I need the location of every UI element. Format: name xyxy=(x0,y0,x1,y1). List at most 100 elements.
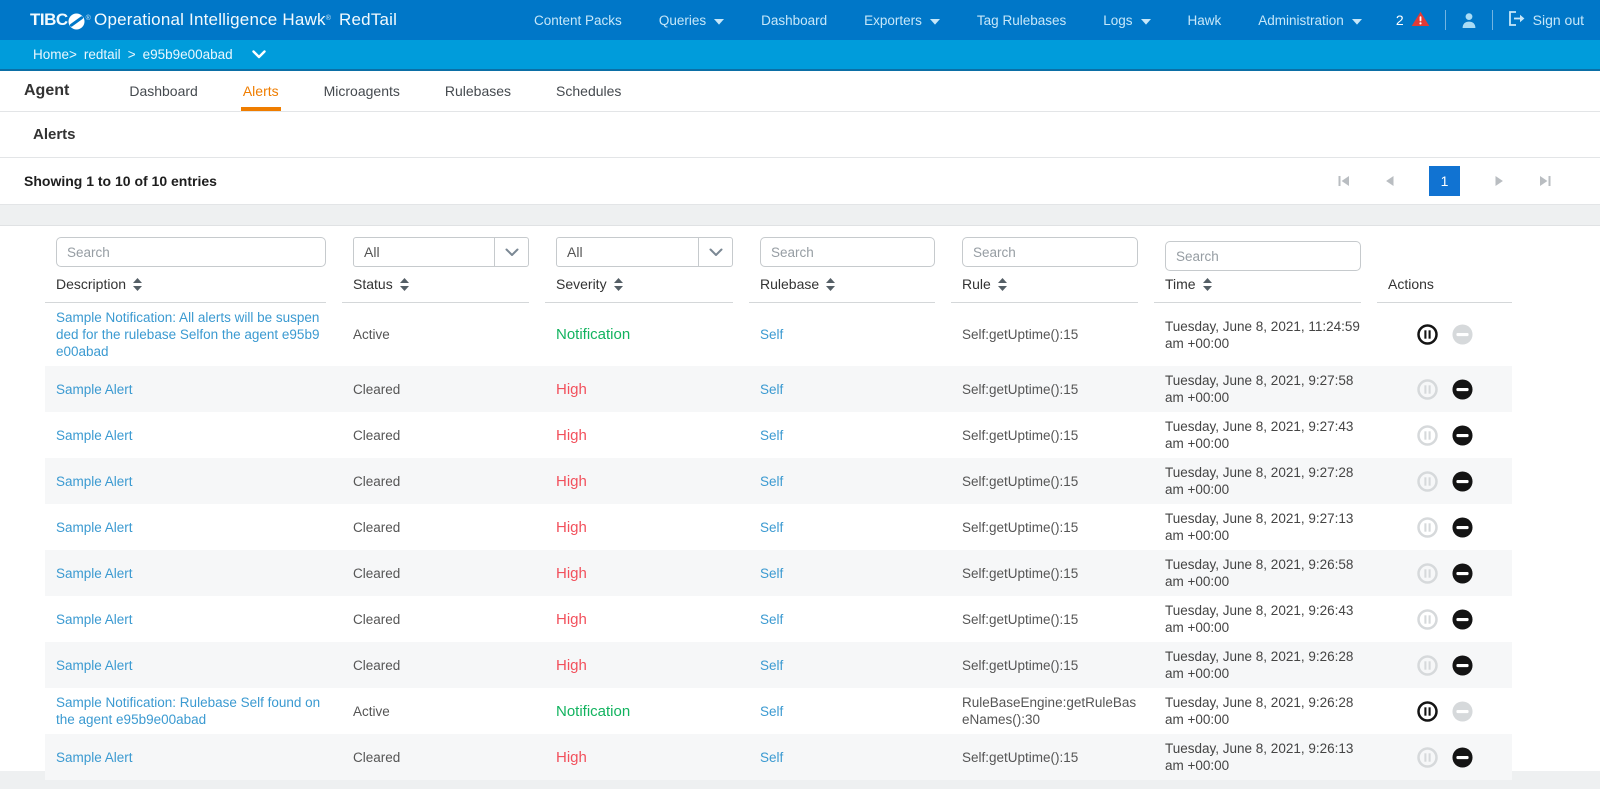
alert-severity: High xyxy=(556,749,587,766)
rulebase-search-input[interactable] xyxy=(760,237,935,267)
next-page-icon[interactable] xyxy=(1492,174,1506,188)
caret-down-icon xyxy=(1352,13,1362,28)
alert-severity: High xyxy=(556,427,587,444)
tab-schedules[interactable]: Schedules xyxy=(554,71,623,111)
rulebase-link[interactable]: Self xyxy=(760,658,783,673)
panel-title-band: Alerts xyxy=(0,112,1600,158)
clear-alert-icon[interactable] xyxy=(1451,516,1474,539)
clear-alert-icon[interactable] xyxy=(1451,654,1474,677)
section-label: Agent xyxy=(24,71,69,111)
alert-description-link[interactable]: Sample Alert xyxy=(56,566,133,581)
prev-page-icon[interactable] xyxy=(1383,174,1397,188)
alert-description-link[interactable]: Sample Alert xyxy=(56,474,133,489)
last-page-icon[interactable] xyxy=(1538,174,1552,188)
summary-band: Showing 1 to 10 of 10 entries 1 xyxy=(0,158,1600,205)
first-page-icon[interactable] xyxy=(1337,174,1351,188)
nav-tag-rulebases[interactable]: Tag Rulebases xyxy=(977,13,1066,28)
clear-alert-icon[interactable] xyxy=(1451,562,1474,585)
alert-description-link[interactable]: Sample Alert xyxy=(56,612,133,627)
nav-hawk[interactable]: Hawk xyxy=(1188,13,1222,28)
column-header-label: Description xyxy=(56,276,126,292)
alert-status: Cleared xyxy=(353,520,400,535)
current-page-button[interactable]: 1 xyxy=(1429,166,1460,196)
alert-status: Active xyxy=(353,704,390,719)
chevron-down-icon[interactable] xyxy=(252,50,266,59)
clear-alert-icon[interactable] xyxy=(1451,470,1474,493)
table-row: Sample Alert Cleared High Self Self:getU… xyxy=(45,642,1512,688)
rulebase-link[interactable]: Self xyxy=(760,474,783,489)
pause-alert-icon[interactable] xyxy=(1416,562,1439,585)
alert-description-link[interactable]: Sample Notification: Rulebase Self found… xyxy=(56,695,320,727)
pause-alert-icon[interactable] xyxy=(1416,516,1439,539)
user-icon[interactable] xyxy=(1461,12,1477,29)
rulebase-link[interactable]: Self xyxy=(760,382,783,397)
nav-content-packs[interactable]: Content Packs xyxy=(534,13,622,28)
alert-rule: Self:getUptime():15 xyxy=(962,750,1078,765)
page-gap xyxy=(0,205,1600,225)
pause-alert-icon[interactable] xyxy=(1416,378,1439,401)
agent-tabbar: Agent Dashboard Alerts Microagents Ruleb… xyxy=(0,71,1600,112)
alert-description-link[interactable]: Sample Alert xyxy=(56,428,133,443)
rulebase-link[interactable]: Self xyxy=(760,428,783,443)
alert-severity: Notification xyxy=(556,703,630,720)
sort-icon[interactable] xyxy=(400,278,409,291)
rulebase-link[interactable]: Self xyxy=(760,704,783,719)
alert-rule: Self:getUptime():15 xyxy=(962,520,1078,535)
alert-severity: High xyxy=(556,473,587,490)
clear-alert-icon[interactable] xyxy=(1451,378,1474,401)
alert-description-link[interactable]: Sample Alert xyxy=(56,750,133,765)
clear-alert-icon[interactable] xyxy=(1451,746,1474,769)
nav-exporters[interactable]: Exporters xyxy=(864,13,940,28)
rulebase-link[interactable]: Self xyxy=(760,566,783,581)
rulebase-link[interactable]: Self xyxy=(760,750,783,765)
description-search-input[interactable] xyxy=(56,237,326,267)
rule-search-input[interactable] xyxy=(962,237,1138,267)
alert-description-link[interactable]: Sample Alert xyxy=(56,658,133,673)
breadcrumb-project[interactable]: redtail xyxy=(84,47,121,62)
signout-button[interactable]: Sign out xyxy=(1508,11,1584,29)
pause-alert-icon[interactable] xyxy=(1416,654,1439,677)
clear-alert-icon[interactable] xyxy=(1451,323,1474,346)
sort-icon[interactable] xyxy=(133,278,142,291)
breadcrumb-agent-id[interactable]: e95b9e00abad xyxy=(143,47,233,62)
rulebase-link[interactable]: Self xyxy=(760,520,783,535)
divider xyxy=(1445,10,1446,30)
alert-description-link[interactable]: Sample Alert xyxy=(56,520,133,535)
rulebase-link[interactable]: Self xyxy=(760,612,783,627)
table-row: Sample Alert Cleared High Self Self:getU… xyxy=(45,458,1512,504)
signout-icon xyxy=(1508,11,1525,29)
clear-alert-icon[interactable] xyxy=(1451,424,1474,447)
pause-alert-icon[interactable] xyxy=(1416,700,1439,723)
alert-status: Active xyxy=(353,327,390,342)
severity-filter-select[interactable]: All xyxy=(556,237,733,267)
table-row: Sample Notification: All alerts will be … xyxy=(45,303,1512,366)
nav-dashboard[interactable]: Dashboard xyxy=(761,13,827,28)
alert-time: Tuesday, June 8, 2021, 9:27:13 am +00:00 xyxy=(1165,511,1353,543)
sort-icon[interactable] xyxy=(826,278,835,291)
time-search-input[interactable] xyxy=(1165,241,1361,271)
pause-alert-icon[interactable] xyxy=(1416,424,1439,447)
alert-description-link[interactable]: Sample Notification: All alerts will be … xyxy=(56,310,319,359)
breadcrumb-home[interactable]: Home> xyxy=(33,47,77,62)
sort-icon[interactable] xyxy=(614,278,623,291)
tab-dashboard[interactable]: Dashboard xyxy=(127,71,200,111)
pause-alert-icon[interactable] xyxy=(1416,323,1439,346)
nav-queries[interactable]: Queries xyxy=(659,13,724,28)
pause-alert-icon[interactable] xyxy=(1416,608,1439,631)
alert-count-badge[interactable]: 2 xyxy=(1396,11,1430,30)
pause-alert-icon[interactable] xyxy=(1416,746,1439,769)
tab-alerts[interactable]: Alerts xyxy=(241,71,281,111)
tab-rulebases[interactable]: Rulebases xyxy=(443,71,513,111)
tab-microagents[interactable]: Microagents xyxy=(322,71,402,111)
clear-alert-icon[interactable] xyxy=(1451,608,1474,631)
pagination: 1 xyxy=(1337,166,1552,196)
nav-logs[interactable]: Logs xyxy=(1103,13,1150,28)
sort-icon[interactable] xyxy=(998,278,1007,291)
alert-description-link[interactable]: Sample Alert xyxy=(56,382,133,397)
sort-icon[interactable] xyxy=(1203,278,1212,291)
rulebase-link[interactable]: Self xyxy=(760,327,783,342)
nav-administration[interactable]: Administration xyxy=(1258,13,1362,28)
clear-alert-icon[interactable] xyxy=(1451,700,1474,723)
status-filter-select[interactable]: All xyxy=(353,237,529,267)
pause-alert-icon[interactable] xyxy=(1416,470,1439,493)
